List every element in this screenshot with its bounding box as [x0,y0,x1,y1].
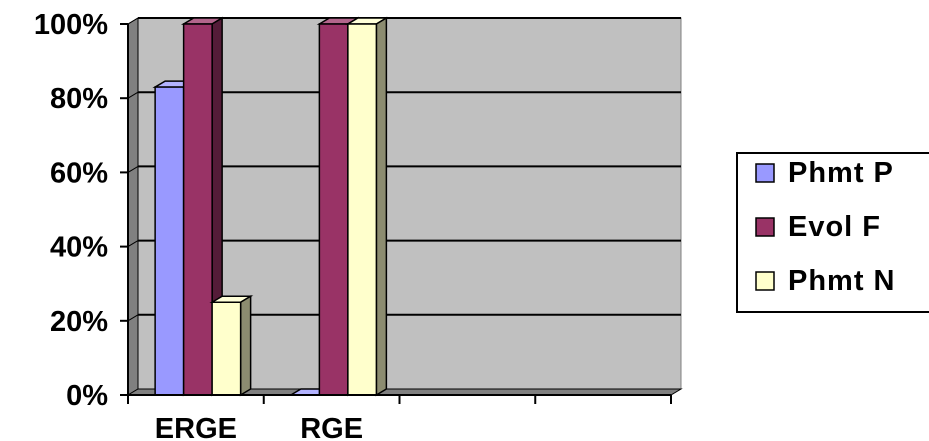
legend-swatch [755,217,775,237]
gridline-side [127,91,139,99]
gridline-side [127,17,139,25]
legend-swatch [755,163,775,183]
bar-front [211,301,242,396]
x-tick-label: RGE [300,413,363,441]
y-tick-label: 80% [50,83,108,115]
gridline-side [127,314,139,322]
gridline-side [127,165,139,173]
y-tick-label: 0% [66,380,108,412]
y-tick-label: 60% [50,157,108,189]
legend: Phmt P Evol F Phmt N [736,152,929,313]
gridline-side [127,240,139,248]
bar-front [347,23,378,396]
y-tick-label: 40% [50,232,108,264]
x-axis-ticks: ERGE RGE [127,395,672,441]
y-tick-label: 20% [50,306,108,338]
bar-side [375,16,388,397]
plot-side-wall [127,17,139,396]
bar-front [154,86,185,396]
legend-label: Phmt P [788,157,894,189]
bar [345,16,390,397]
legend-swatch [755,271,775,291]
y-axis-ticks: 0% 20% 40% 60% 80% 100% [34,9,128,412]
bar-side [239,294,252,397]
bar [209,294,254,397]
bar-front [182,23,213,396]
legend-label: Phmt N [788,265,896,297]
bar-front [318,23,349,396]
bars [152,16,390,397]
x-tick-label: ERGE [155,413,237,441]
legend-label: Evol F [788,211,881,243]
y-tick-label: 100% [34,9,108,41]
